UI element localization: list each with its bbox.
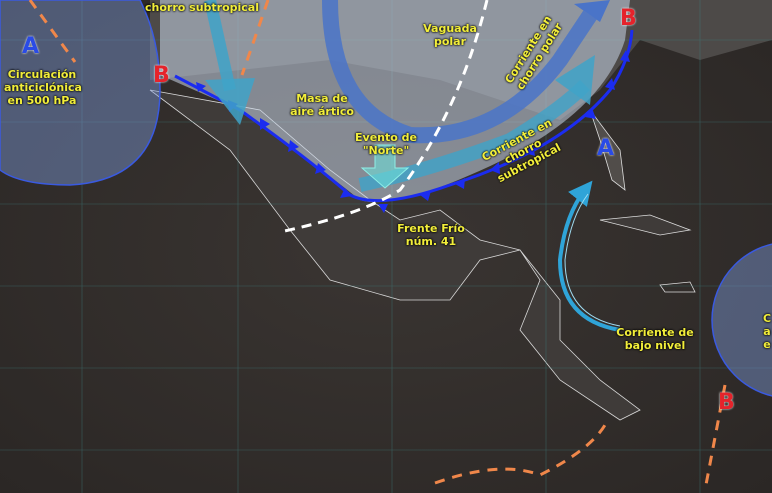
label-top-cut: chorro subtropical bbox=[145, 1, 259, 14]
low-pressure-colombia: B bbox=[718, 390, 735, 415]
norte-arrow-icon bbox=[360, 144, 410, 189]
label-norte-event: Evento de "Norte" bbox=[355, 131, 417, 157]
high-pressure-gulf: A bbox=[597, 136, 615, 161]
low-level-jet-arrow bbox=[557, 180, 621, 332]
label-cold-front: Frente Frío núm. 41 bbox=[397, 222, 465, 248]
low-pressure-west: B bbox=[153, 63, 170, 88]
ridge-axes bbox=[28, 0, 727, 491]
label-arctic-air: Masa de aire ártico bbox=[290, 92, 354, 118]
anticyclone-area-right bbox=[711, 243, 772, 397]
label-anticyclone: Circulación anticiclónica en 500 hPa bbox=[4, 68, 82, 107]
label-low-level-jet: Corriente de bajo nivel bbox=[616, 326, 694, 352]
anticyclone-area bbox=[0, 0, 161, 186]
label-polar-trough: Vaguada polar bbox=[423, 22, 477, 48]
high-pressure-left: A bbox=[22, 34, 40, 59]
land-mexico-south bbox=[149, 89, 641, 421]
polar-jet-arrow bbox=[322, 0, 597, 144]
low-pressure-northeast: B bbox=[620, 6, 637, 31]
cold-front-triangles bbox=[196, 50, 630, 213]
label-right-partial: C a e bbox=[762, 312, 772, 351]
arctic-air-mass bbox=[160, 0, 630, 203]
